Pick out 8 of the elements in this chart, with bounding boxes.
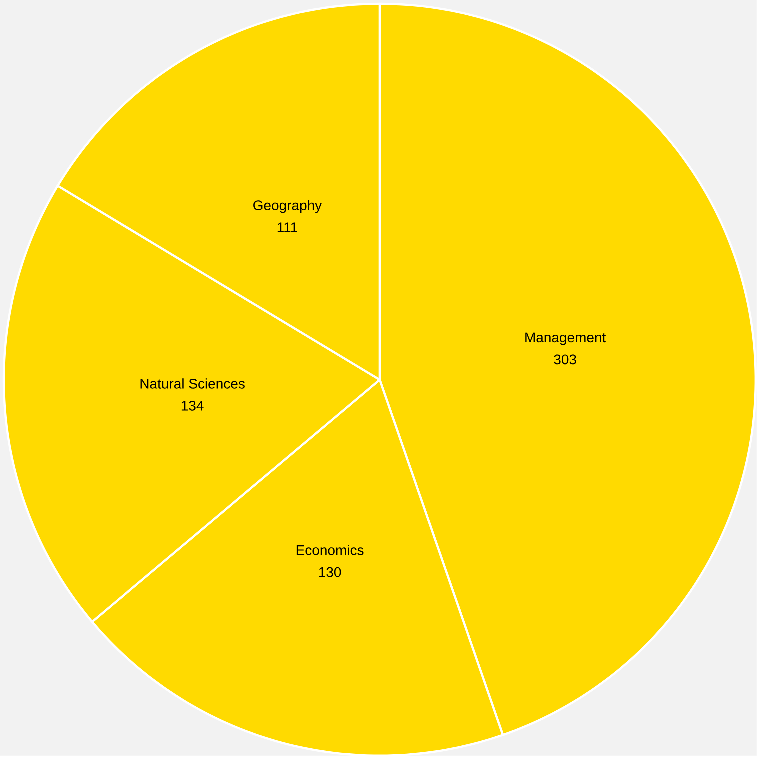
slice-label: Economics xyxy=(296,545,364,556)
data-label: 134 xyxy=(182,400,204,411)
slice-label: Natural Sciences xyxy=(140,378,245,389)
data-label: 303 xyxy=(554,354,576,365)
data-label: 111 xyxy=(278,222,298,232)
data-label: 130 xyxy=(319,567,342,578)
slice-label: Geography xyxy=(254,200,322,214)
slice-label: Management xyxy=(526,332,606,346)
